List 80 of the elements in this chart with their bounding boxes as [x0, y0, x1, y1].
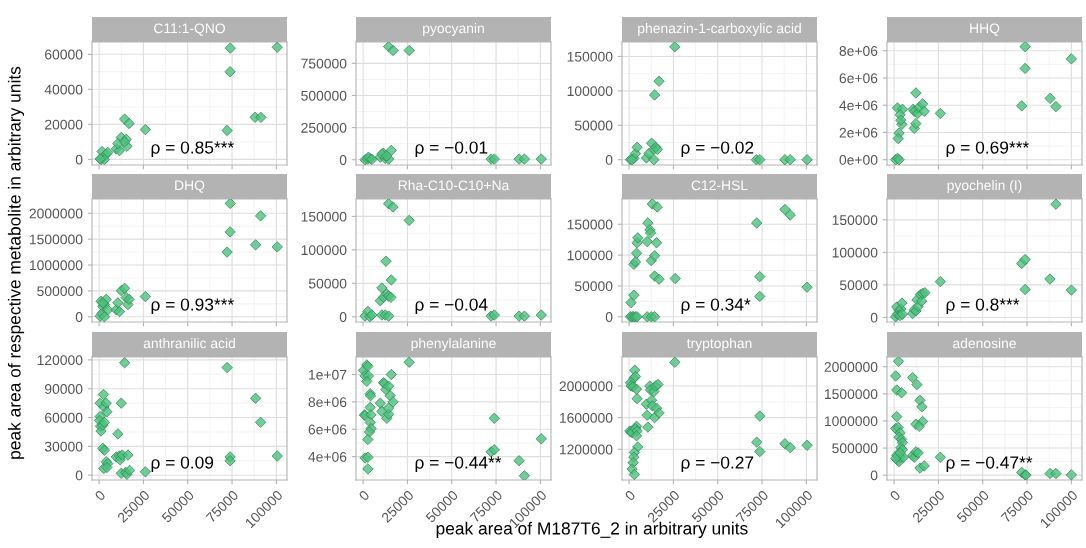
y-tick-label: 60000	[45, 49, 83, 60]
chart-title: Rha-C10-C10+Na	[398, 180, 510, 191]
annotation: ρ = −0.01	[415, 141, 488, 158]
y-tick-label: 8e+06	[839, 46, 878, 56]
chart-title: DHQ	[175, 180, 205, 193]
y-tick-label: 100000	[301, 245, 347, 256]
y-tick-label: 6e+06	[839, 73, 878, 84]
y-tick-label: 60000	[45, 412, 83, 423]
y-tick-label: 150000	[301, 211, 347, 222]
y-tick-label: 500000	[832, 443, 878, 454]
y-tick-label: 150000	[567, 51, 613, 62]
y-tick-label: 750000	[301, 58, 347, 69]
chart-title: C12-HSL	[691, 180, 748, 191]
y-tick-label: 500000	[301, 90, 347, 101]
chart-title: tryptophan	[686, 338, 752, 351]
y-tick-label: 2000000	[559, 381, 613, 392]
chart-title: HHQ	[970, 23, 1000, 36]
y-tick-label: 1500000	[29, 234, 83, 245]
y-tick-label: 100000	[567, 250, 613, 261]
y-tick-label: 2e+06	[839, 127, 878, 138]
x-tick-label: 0	[358, 489, 370, 502]
y-tick-label: 0	[75, 312, 83, 322]
y-tick-label: 50000	[574, 120, 613, 131]
y-tick-label: 50000	[839, 280, 878, 291]
x-tick-label: 0	[889, 489, 901, 502]
y-tick-label: 1e+07	[309, 369, 347, 380]
y-tick-label: 1500000	[824, 389, 878, 400]
y-tick-label: 1000000	[824, 416, 878, 427]
y-tick-label: 20000	[45, 119, 83, 130]
y-tick-label: 2000000	[824, 362, 878, 372]
y-tick-label: 1000000	[29, 260, 83, 271]
chart-title: adenosine	[953, 338, 1016, 349]
y-tick-label: 40000	[44, 84, 83, 95]
y-tick-label: 1200000	[559, 444, 613, 455]
y-tick-label: 150000	[567, 219, 613, 230]
y-tick-label: 90000	[45, 384, 83, 394]
annotation: ρ = −0.27	[681, 456, 754, 473]
y-tick-label: 50000	[308, 278, 347, 289]
y-tick-label: 4e+06	[839, 100, 878, 111]
y-tick-label: 0	[339, 155, 347, 165]
y-tick-label: 100000	[567, 86, 613, 97]
y-tick-label: 1600000	[559, 412, 613, 423]
chart-title: C11:1-QNO	[154, 23, 225, 36]
y-tick-label: 0e+00	[839, 155, 878, 165]
annotation: ρ = 0.69***	[946, 141, 1029, 158]
annotation: ρ = 0.93***	[151, 298, 234, 315]
y-tick-label: 0	[870, 470, 878, 481]
x-tick-label: 0	[94, 489, 106, 502]
x-tick-label: 0	[624, 489, 636, 502]
y-tick-label: 6e+06	[308, 424, 347, 435]
annotation: ρ = 0.85***	[151, 141, 234, 158]
annotation: ρ = 0.34*	[681, 298, 751, 315]
y-tick-label: 500000	[37, 286, 83, 297]
y-tick-label: 0	[605, 312, 613, 322]
y-tick-label: 0	[605, 155, 613, 165]
annotation: ρ = −0.44**	[415, 456, 502, 473]
y-tick-label: 0	[870, 312, 878, 323]
y-tick-label: 150000	[832, 215, 878, 225]
chart-title: pyocyanin	[423, 23, 484, 36]
y-tick-label: 30000	[44, 441, 83, 452]
annotation: ρ = 0.09	[151, 456, 214, 473]
y-tick-label: 0	[75, 154, 83, 165]
annotation: ρ = −0.04	[415, 298, 488, 315]
chart-title: phenylalanine	[411, 338, 496, 351]
y-axis-title: peak area of respective metabolite in arbitrary units	[7, 66, 25, 459]
annotation: ρ = −0.02	[681, 141, 754, 158]
y-tick-label: 250000	[301, 122, 347, 133]
y-tick-label: 4e+06	[308, 451, 347, 462]
y-tick-label: 100000	[832, 247, 878, 258]
y-tick-label: 8e+06	[308, 397, 347, 408]
y-tick-label: 0	[339, 312, 347, 322]
chart-title: phenazin-1-carboxylic acid	[638, 23, 801, 36]
chart-title: pyochelin (I)	[947, 180, 1022, 193]
y-tick-label: 120000	[37, 355, 83, 366]
y-tick-label: 0	[75, 470, 83, 481]
y-tick-label: 50000	[574, 281, 613, 292]
chart-title: anthranilic acid	[143, 338, 235, 349]
y-tick-label: 2000000	[29, 208, 83, 219]
annotation: ρ = −0.47**	[946, 456, 1033, 473]
annotation: ρ = 0.8***	[946, 298, 1020, 315]
